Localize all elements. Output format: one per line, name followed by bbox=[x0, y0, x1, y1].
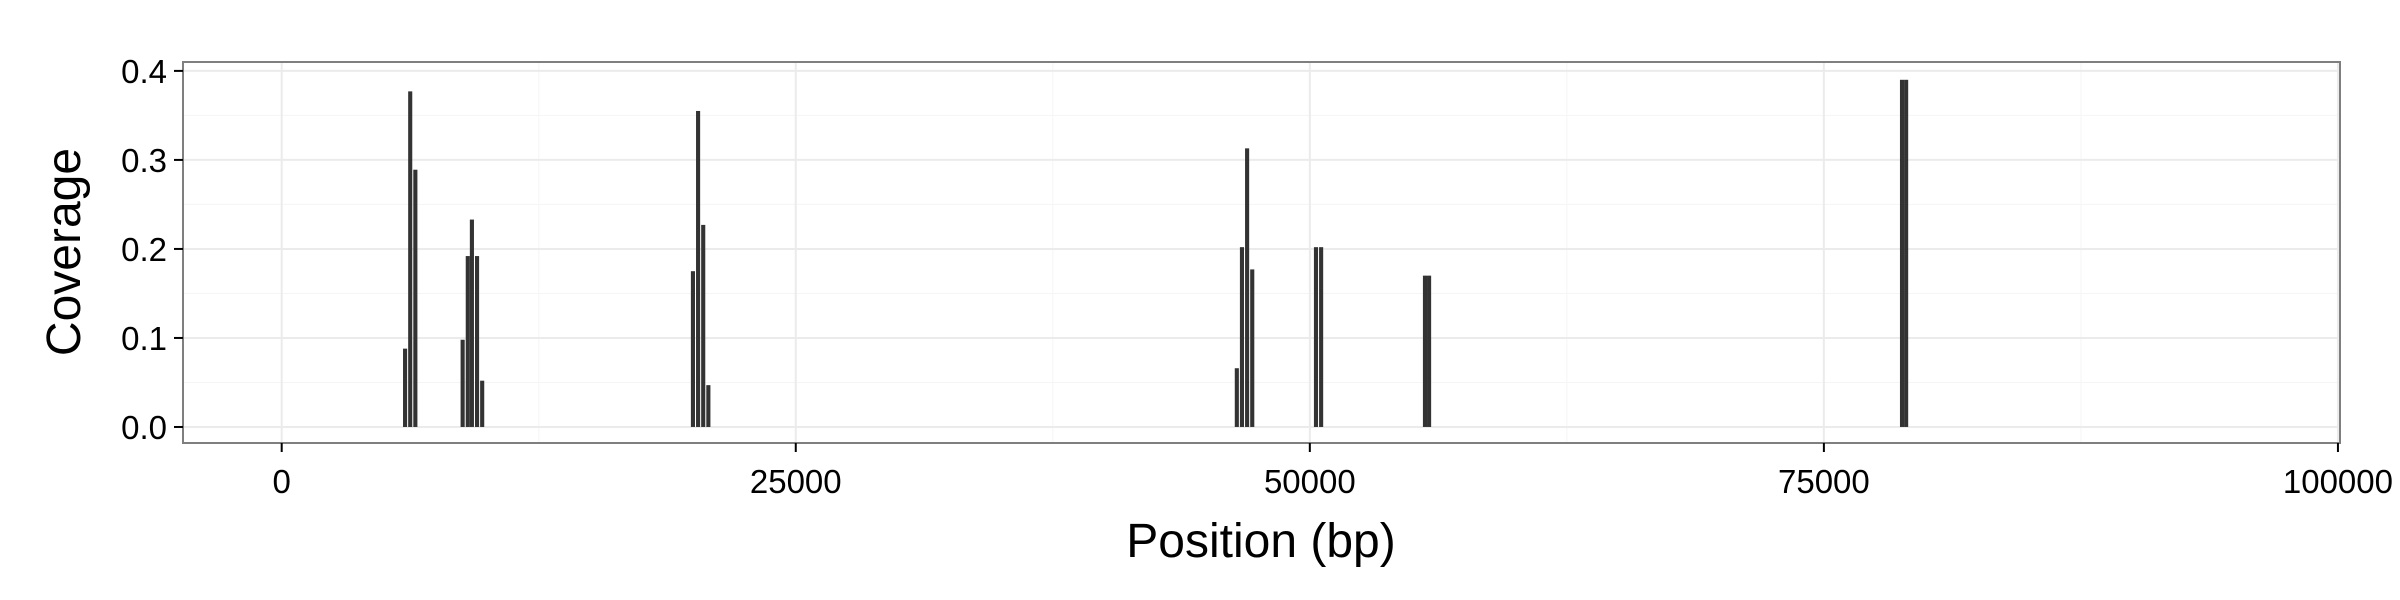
bar bbox=[1422, 275, 1428, 427]
bar bbox=[1427, 275, 1432, 427]
bar bbox=[1899, 79, 1905, 427]
y-axis-title: Coverage bbox=[38, 148, 91, 356]
bar bbox=[469, 219, 474, 427]
bar bbox=[408, 91, 413, 427]
bar bbox=[460, 339, 465, 427]
x-tick-label: 100000 bbox=[2283, 463, 2393, 500]
y-tick-label: 0.0 bbox=[121, 409, 167, 446]
bar bbox=[465, 256, 470, 427]
panel-background bbox=[183, 62, 2340, 443]
y-tick-label: 0.1 bbox=[121, 320, 167, 357]
bar bbox=[1245, 148, 1250, 427]
bar bbox=[1250, 269, 1255, 427]
bar bbox=[1239, 247, 1245, 427]
bar bbox=[403, 348, 408, 427]
bars bbox=[403, 79, 1909, 427]
bar bbox=[1904, 79, 1909, 427]
x-tick-label: 75000 bbox=[1778, 463, 1870, 500]
x-tick-label: 50000 bbox=[1264, 463, 1356, 500]
bar bbox=[701, 224, 706, 427]
x-tick-label: 0 bbox=[273, 463, 291, 500]
x-tick-label: 25000 bbox=[750, 463, 842, 500]
bar bbox=[480, 380, 485, 427]
y-tick-label: 0.2 bbox=[121, 231, 167, 268]
y-axis: 0.0 0.1 0.2 0.3 0.4 bbox=[121, 53, 183, 446]
grid-lines bbox=[183, 62, 2340, 443]
bar bbox=[474, 256, 480, 427]
bar bbox=[1319, 247, 1324, 427]
y-tick-label: 0.4 bbox=[121, 53, 167, 90]
bar bbox=[706, 385, 711, 427]
bar bbox=[1234, 368, 1239, 427]
y-tick-label: 0.3 bbox=[121, 142, 167, 179]
bar bbox=[1313, 247, 1319, 427]
x-axis-title: Position (bp) bbox=[1126, 515, 1395, 568]
bar bbox=[413, 169, 418, 427]
bar bbox=[690, 271, 695, 427]
panel-border bbox=[182, 61, 2341, 444]
bar bbox=[696, 110, 701, 427]
x-axis: 0 25000 50000 75000 100000 bbox=[273, 443, 2393, 500]
